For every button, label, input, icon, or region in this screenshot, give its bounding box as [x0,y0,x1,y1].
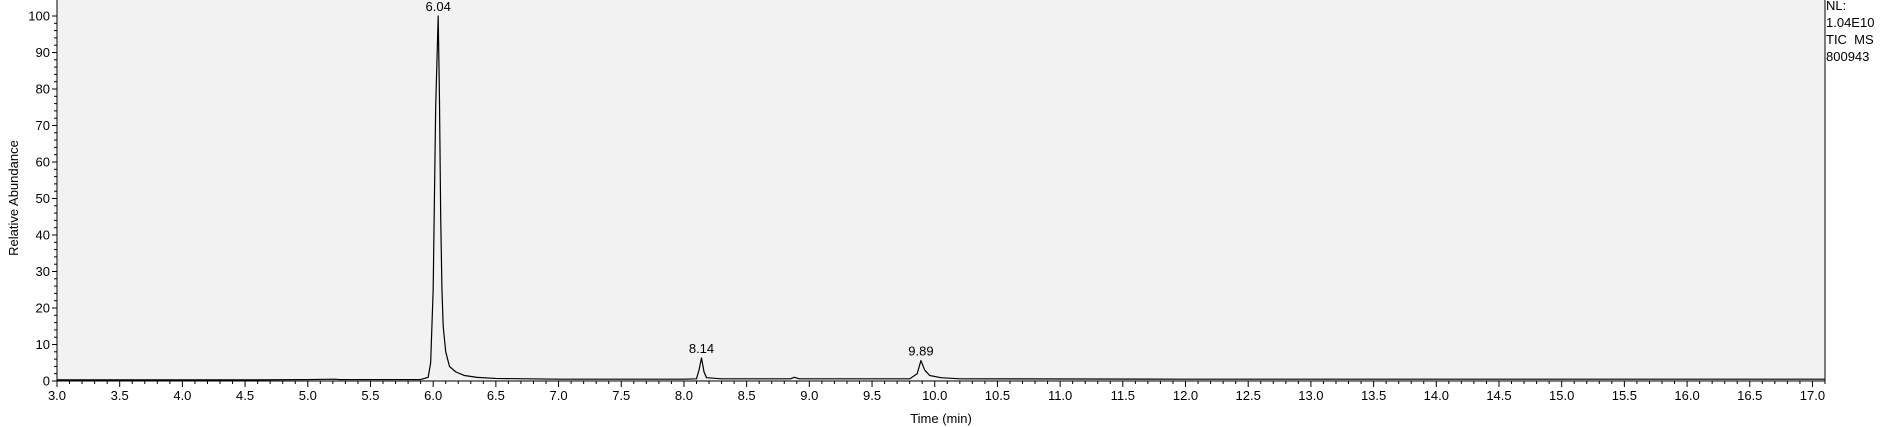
y-tick-label: 40 [36,228,50,243]
x-tick-label: 9.0 [800,388,818,403]
peak-label: 6.04 [426,0,451,14]
x-tick-label: 15.5 [1612,388,1637,403]
x-tick-label: 13.0 [1298,388,1323,403]
y-tick-label: 80 [36,82,50,97]
x-tick-label: 5.5 [361,388,379,403]
y-tick-label: 100 [28,9,50,24]
x-axis-label: Time (min) [910,411,972,426]
y-axis-label: Relative Abundance [6,140,21,256]
y-tick-label: 20 [36,301,50,316]
x-tick-label: 8.0 [675,388,693,403]
x-tick-label: 14.0 [1424,388,1449,403]
x-tick-label: 5.0 [299,388,317,403]
x-tick-label: 12.0 [1173,388,1198,403]
x-tick-label: 4.5 [236,388,254,403]
x-tick-label: 11.5 [1111,388,1135,403]
x-tick-label: 3.5 [111,388,129,403]
x-tick-label: 15.0 [1549,388,1574,403]
x-tick-label: 8.5 [738,388,756,403]
x-tick-label: 14.5 [1486,388,1511,403]
x-tick-label: 13.5 [1361,388,1386,403]
peak-label: 9.89 [908,344,933,359]
y-tick-label: 70 [36,118,50,133]
scan-type: TIC MS [1826,32,1874,47]
x-tick-label: 11.0 [1048,388,1072,403]
x-tick-label: 3.0 [48,388,66,403]
y-tick-label: 90 [36,45,50,60]
x-tick-label: 12.5 [1236,388,1261,403]
y-tick-label: 50 [36,191,50,206]
x-tick-label: 17.0 [1800,388,1825,403]
y-tick-label: 0 [43,374,50,389]
plot-area [57,0,1825,381]
x-tick-label: 10.0 [922,388,947,403]
nl-label: NL: [1826,0,1846,13]
x-tick-label: 6.0 [424,388,442,403]
sample-id: 800943 [1826,49,1869,64]
y-tick-label: 10 [36,337,50,352]
x-tick-label: 16.0 [1674,388,1699,403]
x-tick-label: 7.5 [612,388,630,403]
peak-label: 8.14 [689,341,714,356]
x-axis-ticks: 3.0 3.5 4.0 4.5 5.0 5.5 6.0 6.5 7.0 7.5 8.0 8.5 9.0 9… [48,381,1826,403]
y-tick-label: 60 [36,155,50,170]
nl-value: 1.04E10 [1826,15,1874,30]
x-tick-label: 6.5 [487,388,505,403]
x-tick-label: 16.5 [1737,388,1762,403]
x-tick-label: 9.5 [863,388,881,403]
tic-trace-line [57,15,1825,381]
peak-labels: 6.04 8.14 9.89 [426,0,934,359]
x-tick-label: 4.0 [173,388,191,403]
y-tick-label: 30 [36,264,50,279]
x-tick-label: 7.0 [550,388,568,403]
y-axis-ticks: 0 10 20 30 40 50 60 70 80 90 100 [28,9,57,389]
x-tick-label: 10.5 [985,388,1010,403]
